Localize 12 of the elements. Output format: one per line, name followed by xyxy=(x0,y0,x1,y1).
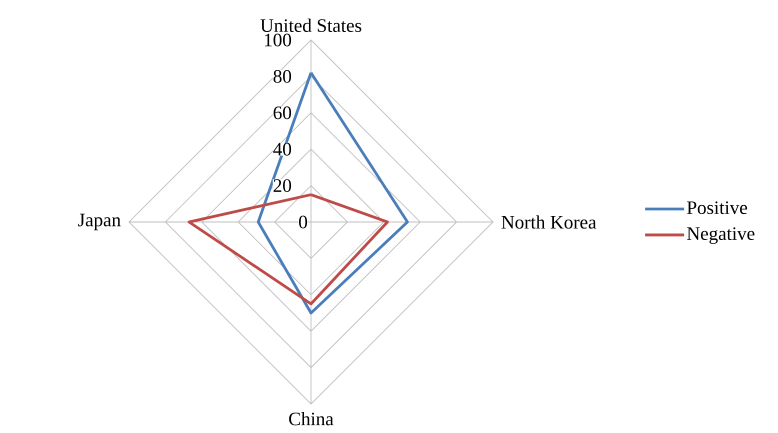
y-tick-label: 80 xyxy=(274,70,292,83)
spoke-label: Japan xyxy=(78,214,121,230)
spoke-label: North Korea xyxy=(502,215,596,229)
legend-label: Positive xyxy=(687,201,748,214)
y-tick-label: 20 xyxy=(274,179,292,192)
spoke-label: United States xyxy=(260,18,362,32)
y-tick-label: 40 xyxy=(273,142,292,156)
y-tick-label: 100 xyxy=(264,34,292,46)
y-tick-label: 0 xyxy=(299,216,308,228)
y-tick-label: 60 xyxy=(274,106,292,120)
spoke-label: China xyxy=(289,412,334,426)
legend-label: Negative xyxy=(687,227,754,244)
